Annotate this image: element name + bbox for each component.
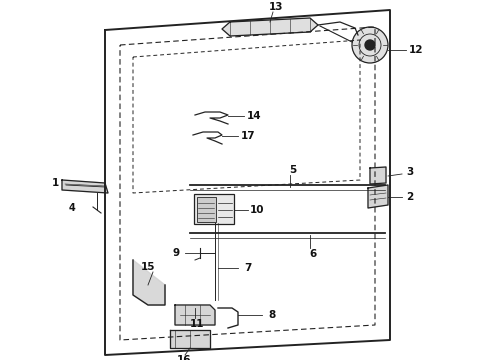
Circle shape <box>352 27 388 63</box>
Polygon shape <box>368 185 388 208</box>
Polygon shape <box>175 305 215 325</box>
Text: 15: 15 <box>141 262 155 272</box>
Polygon shape <box>222 18 318 36</box>
Text: 5: 5 <box>290 165 296 175</box>
Text: 2: 2 <box>406 192 414 202</box>
Polygon shape <box>170 330 210 348</box>
Polygon shape <box>62 180 108 193</box>
Text: 10: 10 <box>250 205 264 215</box>
Text: 3: 3 <box>406 167 414 177</box>
Text: 8: 8 <box>269 310 275 320</box>
Text: 6: 6 <box>309 249 317 259</box>
Text: 17: 17 <box>241 131 255 141</box>
FancyBboxPatch shape <box>196 197 216 221</box>
Text: 4: 4 <box>69 203 75 213</box>
Text: 11: 11 <box>190 319 204 329</box>
Text: 9: 9 <box>172 248 179 258</box>
Text: 16: 16 <box>177 355 191 360</box>
Text: 13: 13 <box>269 2 283 12</box>
Text: 14: 14 <box>246 111 261 121</box>
Circle shape <box>365 40 375 50</box>
Polygon shape <box>133 260 165 305</box>
Polygon shape <box>370 167 386 184</box>
FancyBboxPatch shape <box>194 194 234 224</box>
Text: 7: 7 <box>245 263 252 273</box>
Text: 12: 12 <box>409 45 423 55</box>
Text: 1: 1 <box>51 178 59 188</box>
